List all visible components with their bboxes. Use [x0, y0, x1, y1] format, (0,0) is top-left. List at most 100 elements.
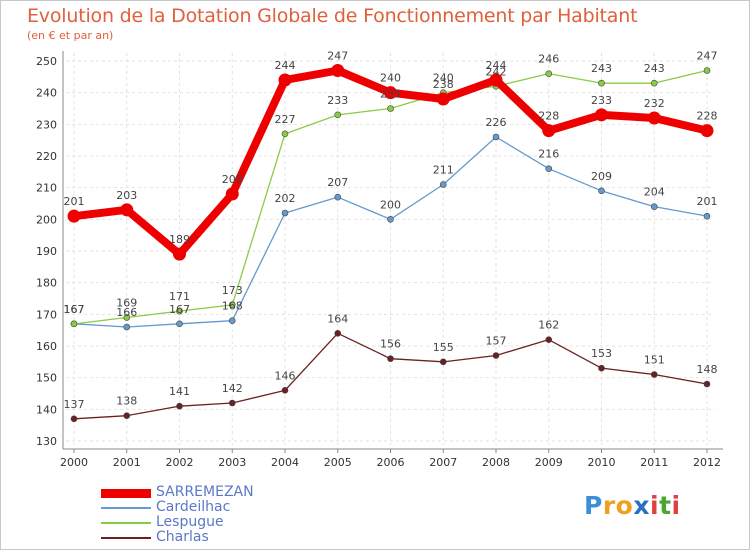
- data-point-cardeilhac: [598, 187, 605, 195]
- x-tick-label: 2010: [588, 456, 616, 469]
- chart-legend: SARREMEZAN Cardeilhac Lespugue Charlas: [101, 484, 361, 545]
- logo-letter: i: [650, 491, 660, 520]
- logo-letter: t: [659, 491, 672, 520]
- data-label-sarremezan: 240: [380, 72, 401, 85]
- y-tick-label: 230: [36, 118, 57, 131]
- legend-item-sarremezan: SARREMEZAN: [101, 484, 361, 500]
- y-tick-label: 130: [36, 435, 57, 448]
- data-point-lespugue: [650, 79, 658, 87]
- chart-subtitle: (en € et par an): [27, 29, 114, 42]
- data-label-charlas: 137: [64, 398, 85, 411]
- x-tick-label: 2004: [271, 456, 299, 469]
- logo-letter: P: [584, 491, 603, 520]
- data-point-cardeilhac: [492, 133, 500, 141]
- data-label-sarremezan: 238: [433, 78, 454, 91]
- legend-swatch: [101, 537, 151, 539]
- x-tick-label: 2001: [113, 456, 141, 469]
- logo-letter: r: [602, 491, 616, 520]
- data-label-lespugue: 169: [116, 297, 137, 310]
- logo-letter: o: [615, 491, 634, 520]
- data-label-charlas: 164: [327, 312, 348, 325]
- data-label-charlas: 142: [222, 382, 243, 395]
- y-tick-label: 180: [36, 277, 57, 290]
- data-point-charlas: [492, 352, 500, 359]
- data-label-charlas: 148: [697, 363, 718, 376]
- y-tick-label: 220: [36, 150, 57, 163]
- data-label-sarremezan: 232: [644, 97, 665, 110]
- data-label-charlas: 162: [538, 319, 559, 332]
- data-label-cardeilhac: 226: [486, 116, 507, 129]
- data-point-lespugue: [545, 70, 553, 77]
- x-tick-label: 2008: [482, 456, 510, 469]
- data-point-sarremezan: [647, 111, 661, 125]
- data-label-sarremezan: 228: [538, 110, 559, 123]
- data-label-cardeilhac: 209: [591, 170, 612, 183]
- y-tick-label: 210: [36, 182, 57, 195]
- data-point-sarremezan: [700, 124, 714, 138]
- data-point-cardeilhac: [439, 181, 447, 188]
- data-label-sarremezan: 233: [591, 94, 612, 107]
- data-label-charlas: 141: [169, 385, 190, 398]
- x-tick-label: 2011: [640, 456, 668, 469]
- data-label-lespugue: 247: [697, 50, 718, 63]
- data-label-charlas: 146: [275, 369, 296, 382]
- data-label-cardeilhac: 204: [644, 186, 665, 199]
- data-point-cardeilhac: [703, 212, 711, 220]
- data-point-lespugue: [598, 79, 605, 87]
- data-point-cardeilhac: [387, 216, 394, 223]
- data-label-lespugue: 243: [644, 62, 665, 75]
- data-label-lespugue: 243: [591, 62, 612, 75]
- data-label-cardeilhac: 216: [538, 148, 559, 161]
- data-label-charlas: 155: [433, 341, 454, 354]
- data-label-charlas: 157: [486, 335, 507, 348]
- legend-label: Cardeilhac: [156, 499, 231, 515]
- legend-label: Charlas: [156, 529, 209, 545]
- data-label-lespugue: 171: [169, 290, 190, 303]
- y-tick-label: 240: [36, 87, 57, 100]
- data-point-sarremezan: [436, 92, 450, 106]
- logo-letter: i: [671, 491, 681, 520]
- data-label-charlas: 153: [591, 347, 612, 360]
- data-label-sarremezan: 247: [327, 50, 348, 63]
- data-point-charlas: [176, 402, 183, 410]
- data-label-cardeilhac: 201: [697, 195, 718, 208]
- y-tick-label: 250: [36, 55, 57, 68]
- data-label-lespugue: 246: [538, 53, 559, 66]
- data-point-lespugue: [123, 314, 131, 321]
- data-point-charlas: [387, 355, 394, 362]
- legend-swatch: [101, 488, 151, 498]
- data-label-lespugue: 242: [486, 65, 507, 78]
- data-point-charlas: [334, 330, 342, 337]
- data-label-sarremezan: 201: [64, 195, 85, 208]
- data-label-sarremezan: 244: [275, 59, 296, 72]
- legend-label: SARREMEZAN: [156, 484, 254, 500]
- x-tick-label: 2000: [60, 456, 88, 469]
- data-point-charlas: [123, 412, 131, 419]
- data-point-sarremezan: [67, 209, 81, 223]
- data-label-cardeilhac: 166: [116, 306, 137, 319]
- data-point-charlas: [439, 358, 447, 366]
- data-label-cardeilhac: 167: [169, 303, 190, 316]
- data-point-cardeilhac: [176, 320, 183, 328]
- logo-letter: x: [633, 491, 650, 520]
- data-point-cardeilhac: [228, 317, 236, 324]
- data-label-sarremezan: 228: [697, 110, 718, 123]
- data-label-lespugue: 167: [64, 303, 85, 316]
- data-point-lespugue: [281, 130, 289, 138]
- legend-label: Lespugue: [156, 514, 224, 530]
- legend-item-charlas: Charlas: [101, 529, 361, 545]
- x-tick-label: 2006: [377, 456, 405, 469]
- data-point-lespugue: [70, 320, 78, 328]
- x-tick-label: 2005: [324, 456, 352, 469]
- x-tick-label: 2007: [429, 456, 457, 469]
- data-label-cardeilhac: 200: [380, 198, 401, 211]
- y-tick-label: 200: [36, 213, 57, 226]
- data-label-lespugue: 227: [275, 113, 296, 126]
- data-point-cardeilhac: [545, 165, 553, 172]
- data-label-lespugue: 240: [433, 72, 454, 85]
- data-label-charlas: 156: [380, 338, 401, 351]
- y-tick-label: 140: [36, 403, 57, 416]
- data-point-charlas: [281, 387, 289, 394]
- data-label-charlas: 151: [644, 354, 665, 367]
